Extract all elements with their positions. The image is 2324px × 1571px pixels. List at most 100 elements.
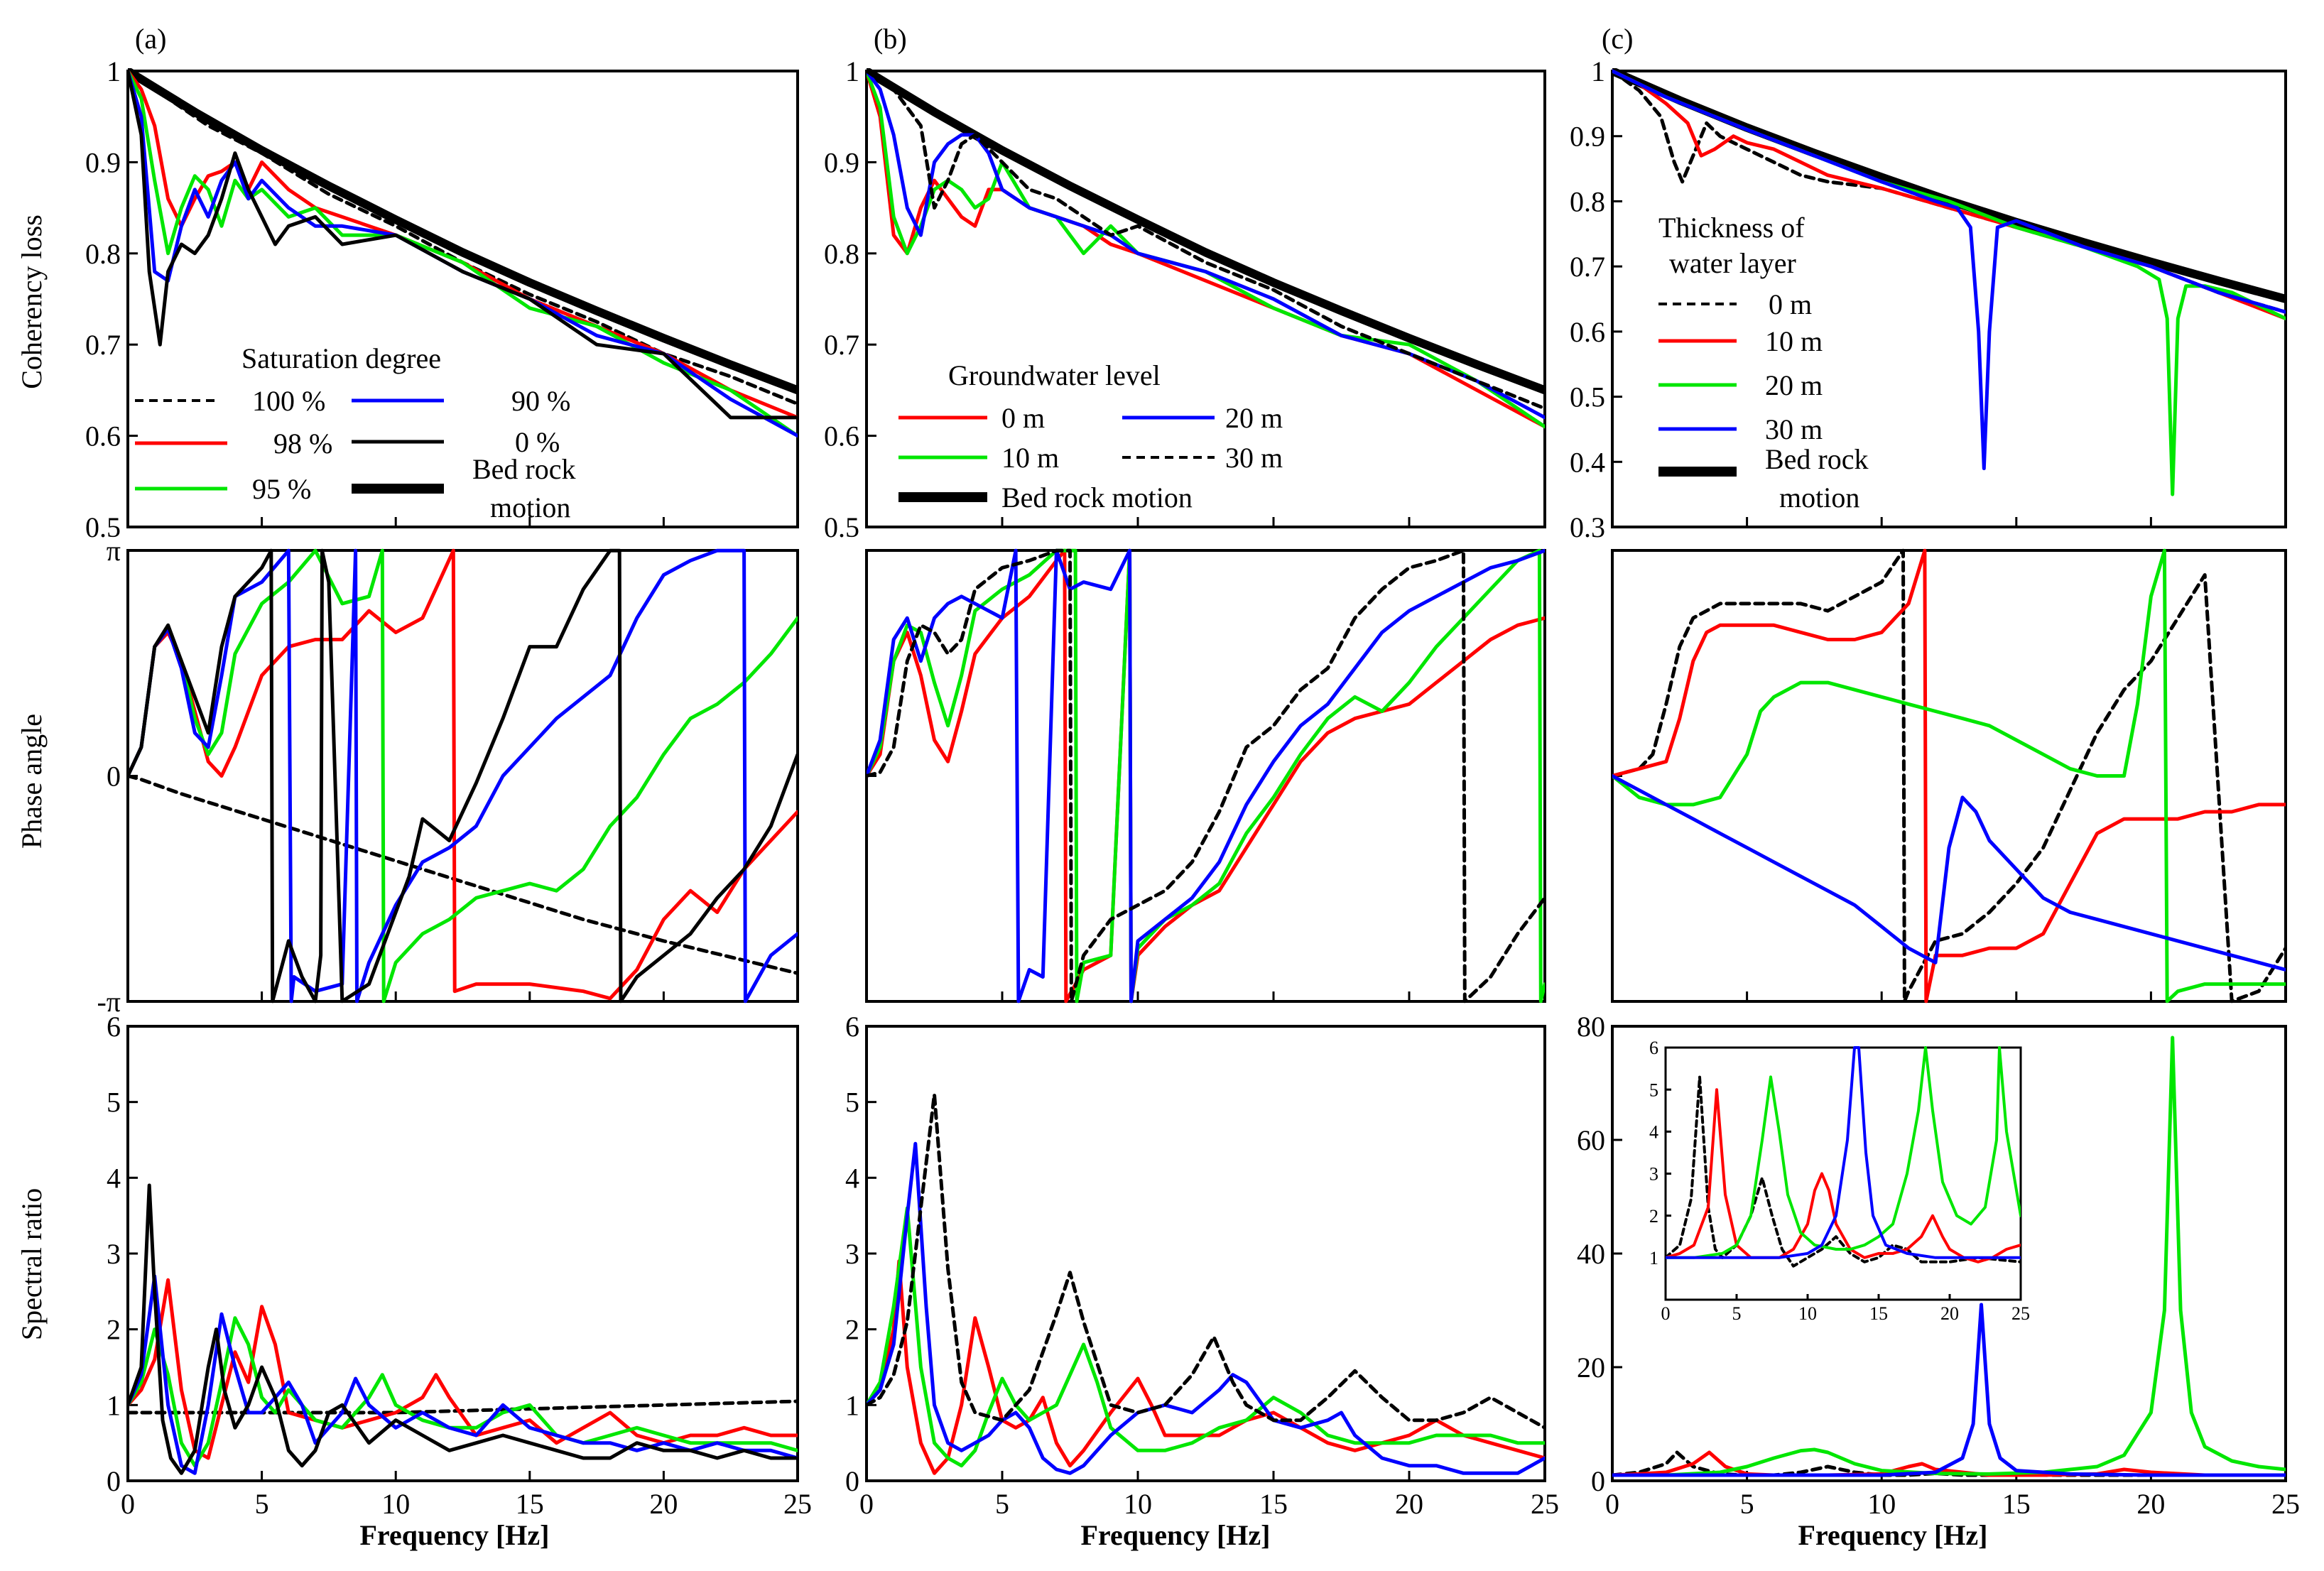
series-line-c-spectral-inset-3 xyxy=(1666,1046,2021,1259)
series-line-b-coherency-2 xyxy=(867,69,1545,429)
x-tick-label-a-spectral-20: 20 xyxy=(649,1488,678,1520)
series-line-b-spectral-0 xyxy=(867,1259,1545,1475)
y-tick-label-b-spectral: 1 xyxy=(845,1389,859,1421)
y-tick-label-b-coherency: 0.9 xyxy=(824,146,859,178)
legend-a-title: Saturation degree xyxy=(241,342,441,374)
series-line-b-spectral-3 xyxy=(867,1092,1545,1430)
x-tick-label-c-spectral-inset-0: 0 xyxy=(1661,1303,1671,1324)
legend-c-label-10: 10 m xyxy=(1765,325,1823,357)
y-tick-label-b-spectral: 0 xyxy=(845,1465,859,1497)
y-tick-label-c-spectral: 60 xyxy=(1577,1124,1605,1156)
series-line-a-coherency-0 xyxy=(128,68,798,395)
y-tick-label-a-coherency: 0.5 xyxy=(85,511,121,543)
y-tick-label-a-phase: 0 xyxy=(107,761,121,793)
series-line-c-coherency-2 xyxy=(1612,69,2286,320)
legend-b-label-30: 30 m xyxy=(1225,442,1283,474)
series-line-a-spectral-0 xyxy=(128,1399,798,1415)
y-tick-label-c-spectral-inset: 6 xyxy=(1649,1038,1658,1058)
y-tick-label-c-coherency: 1 xyxy=(1591,55,1605,87)
axes-frame-a-coherency xyxy=(126,70,799,528)
y-tick-label-a-coherency: 0.6 xyxy=(85,420,121,452)
y-tick-label-c-coherency: 0.3 xyxy=(1570,511,1605,543)
series-group-b-spectral xyxy=(867,1092,1545,1475)
y-tick-label-a-coherency: 0.8 xyxy=(85,238,121,270)
y-tick-label-b-coherency: 1 xyxy=(845,55,859,87)
legend-c-label-20: 20 m xyxy=(1765,369,1823,401)
x-tick-label-a-spectral-5: 5 xyxy=(255,1488,269,1520)
series-group-c-coherency xyxy=(1612,68,2286,496)
series-line-c-phase-2 xyxy=(1612,548,2286,1004)
series-line-b-spectral-2 xyxy=(867,1141,1545,1475)
y-tick-label-a-phase: π xyxy=(107,535,121,567)
panel-label-a: (a) xyxy=(135,23,166,55)
legend-a: Saturation degree 100 % 90 % 98 % 0 % 95… xyxy=(135,342,576,523)
y-tick-label-c-spectral-inset: 3 xyxy=(1649,1164,1658,1185)
legend-c-label-0: 0 m xyxy=(1769,288,1812,320)
ylabel-coherency: Coherency loss xyxy=(16,214,48,389)
series-group-a-coherency xyxy=(128,68,798,438)
x-tick-label-b-spectral-20: 20 xyxy=(1395,1488,1423,1520)
y-tick-label-a-spectral: 3 xyxy=(107,1238,121,1270)
series-line-c-phase-1 xyxy=(1612,548,2286,1004)
legend-a-label-100: 100 % xyxy=(252,385,325,417)
y-tick-label-b-spectral: 4 xyxy=(845,1162,859,1194)
series-group-c-spectral-inset xyxy=(1666,1046,2021,1268)
legend-a-label-98: 98 % xyxy=(273,428,332,460)
legend-c-label-bedrock: Bed rock xyxy=(1765,443,1869,475)
axes-frame-b-spectral xyxy=(865,1025,1546,1482)
legend-a-label-0: 0 % xyxy=(515,426,560,458)
y-tick-label-c-spectral-inset: 1 xyxy=(1649,1248,1658,1268)
legend-a-label-95: 95 % xyxy=(252,473,311,505)
series-line-c-coherency-4 xyxy=(1612,69,2286,470)
series-group-a-spectral xyxy=(128,1183,798,1475)
chart-b-spectral: 0 5 10 15 20 25 0 1 2 3 4 5 6 xyxy=(845,1011,1559,1520)
ylabel-phase: Phase angle xyxy=(16,714,48,849)
axes-frame-c-phase xyxy=(1611,549,2287,1003)
series-line-c-spectral-inset-2 xyxy=(1666,1046,2021,1259)
series-line-b-spectral-1 xyxy=(867,1206,1545,1468)
y-tick-label-a-coherency: 0.7 xyxy=(85,329,121,361)
axes-frame-c-coherency xyxy=(1611,70,2287,528)
y-tick-label-a-phase: -π xyxy=(97,986,121,1018)
x-tick-label-c-spectral-10: 10 xyxy=(1867,1488,1896,1520)
series-line-a-phase-4 xyxy=(128,548,798,1004)
series-line-c-coherency-3 xyxy=(1612,69,2286,496)
legend-b-label-bedrock: Bed rock motion xyxy=(1001,482,1193,513)
xlabel-b: Frequency [Hz] xyxy=(1081,1519,1271,1551)
y-tick-label-c-coherency: 0.4 xyxy=(1570,446,1605,478)
y-tick-label-a-spectral: 4 xyxy=(107,1162,121,1194)
x-tick-label-c-spectral-5: 5 xyxy=(1740,1488,1754,1520)
y-tick-label-b-spectral: 6 xyxy=(845,1011,859,1043)
series-line-b-coherency-0 xyxy=(867,68,1545,395)
series-line-c-spectral-inset-1 xyxy=(1666,1088,2021,1263)
x-tick-label-b-spectral-15: 15 xyxy=(1259,1488,1288,1520)
y-tick-label-c-spectral: 0 xyxy=(1591,1465,1605,1497)
legend-b-label-10: 10 m xyxy=(1001,442,1059,474)
x-tick-label-b-spectral-10: 10 xyxy=(1124,1488,1152,1520)
series-line-c-phase-3 xyxy=(1612,774,2286,972)
series-group-c-phase xyxy=(1612,548,2286,1004)
legend-b-label-0: 0 m xyxy=(1001,402,1045,434)
series-line-a-coherency-2 xyxy=(128,69,798,420)
series-line-b-phase-3 xyxy=(867,548,1545,1004)
x-tick-label-a-spectral-10: 10 xyxy=(381,1488,410,1520)
series-group-b-phase xyxy=(867,548,1545,1004)
y-tick-label-a-coherency: 0.9 xyxy=(85,146,121,178)
y-tick-label-b-spectral: 3 xyxy=(845,1238,859,1270)
y-tick-label-a-spectral: 0 xyxy=(107,1465,121,1497)
legend-a-label-90: 90 % xyxy=(511,385,570,417)
y-tick-label-a-coherency: 1 xyxy=(107,55,121,87)
legend-c-label-bedrock-2: motion xyxy=(1779,482,1859,513)
y-tick-label-b-spectral: 5 xyxy=(845,1087,859,1119)
y-tick-label-c-coherency: 0.6 xyxy=(1570,316,1605,348)
y-tick-label-c-spectral: 20 xyxy=(1577,1352,1605,1384)
panel-label-c: (c) xyxy=(1602,23,1633,55)
series-group-a-phase xyxy=(128,548,798,1004)
x-tick-label-b-spectral-0: 0 xyxy=(859,1488,874,1520)
legend-a-label-bedrock-2: motion xyxy=(490,491,570,523)
series-group-c-spectral xyxy=(1612,1035,2286,1477)
y-tick-label-c-coherency: 0.5 xyxy=(1570,381,1605,413)
y-tick-label-a-spectral: 5 xyxy=(107,1087,121,1119)
x-tick-label-c-spectral-inset-15: 15 xyxy=(1869,1303,1888,1324)
